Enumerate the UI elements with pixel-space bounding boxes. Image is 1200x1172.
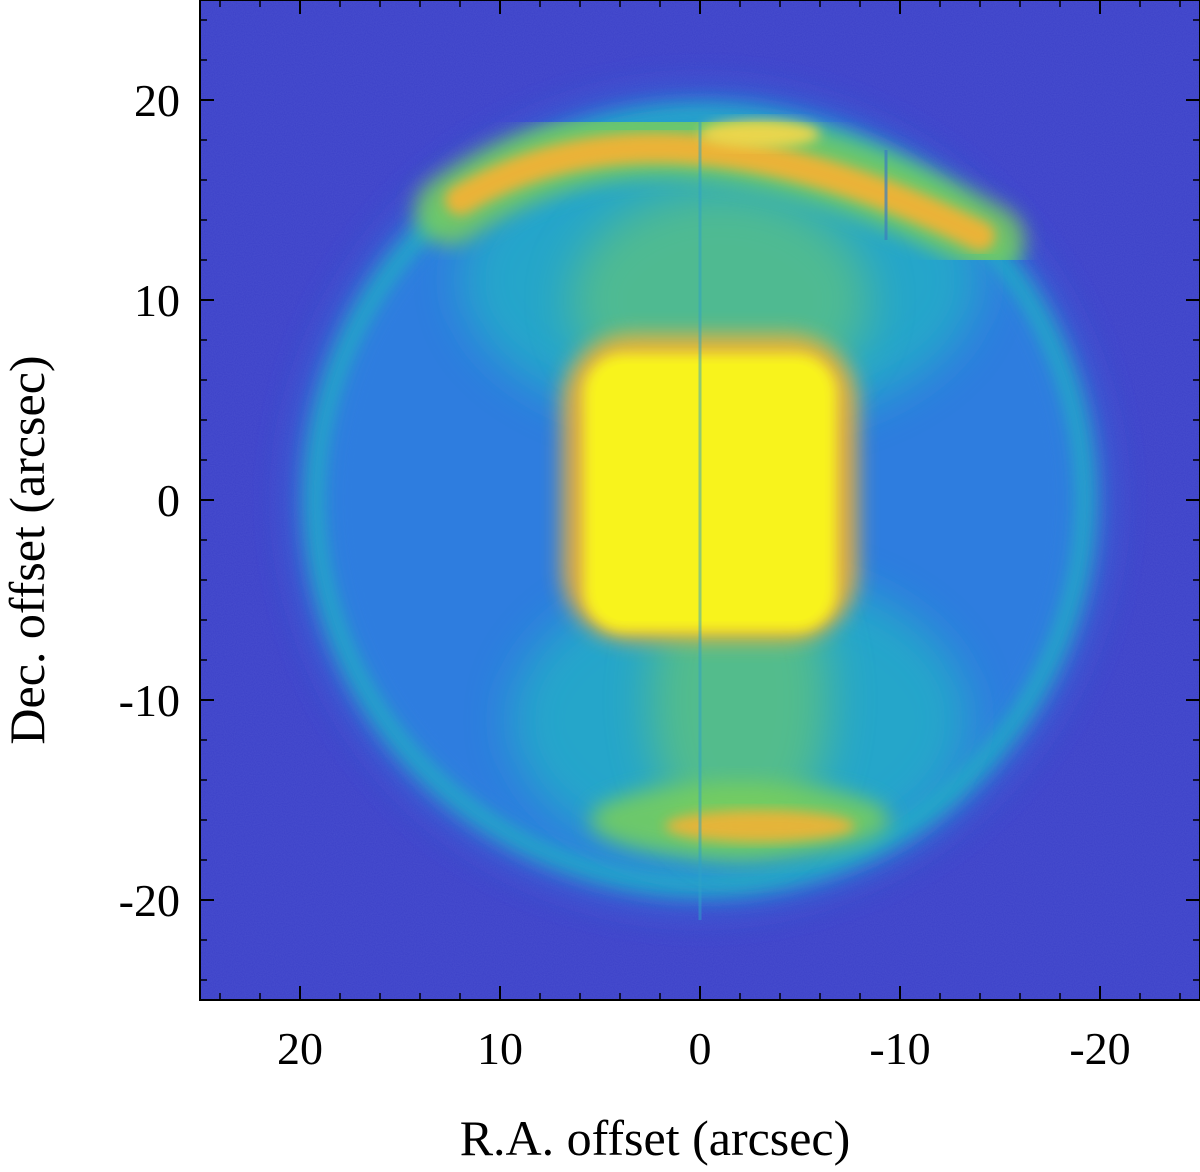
y-axis-label: Dec. offset (arcsec) xyxy=(0,355,55,744)
y-tick-label: 0 xyxy=(157,475,180,526)
north-arc-peak xyxy=(700,120,820,148)
x-tick-label: -10 xyxy=(869,1023,930,1074)
central-core-saturated xyxy=(596,364,824,621)
north-arc xyxy=(445,132,995,251)
image-panel xyxy=(200,0,1200,1000)
axes xyxy=(199,0,1200,1001)
axis-labels: 20 10 0 -10 -20 20 10 0 -10 -20 R.A. offset (arcse… xyxy=(0,75,1131,1166)
x-tick-label: 20 xyxy=(277,1023,323,1074)
y-tick-label: 20 xyxy=(134,75,180,126)
y-tick-label: 10 xyxy=(134,275,180,326)
y-tick-label: -20 xyxy=(119,875,180,926)
x-tick-label: -20 xyxy=(1069,1023,1130,1074)
x-tick-label: 10 xyxy=(477,1023,523,1074)
south-arc xyxy=(665,810,855,842)
x-axis-label: R.A. offset (arcsec) xyxy=(460,1110,851,1166)
y-tick-label: -10 xyxy=(119,675,180,726)
x-tick-label: 0 xyxy=(689,1023,712,1074)
